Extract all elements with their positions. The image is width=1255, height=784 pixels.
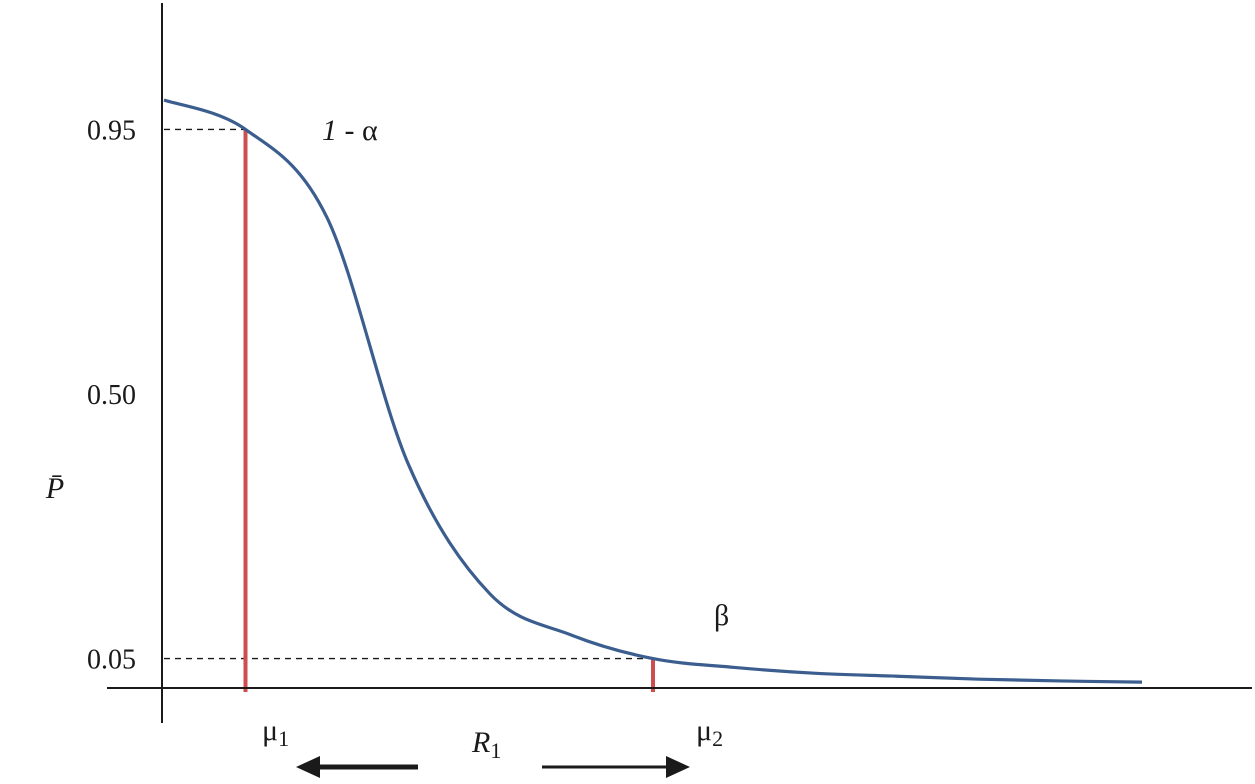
point-label-1-rest: - α <box>337 114 378 147</box>
x-marker-label-2: μ2 <box>696 714 723 751</box>
x-marker-label-1-main: μ <box>262 714 278 747</box>
y-axis-label: P̄ <box>45 472 64 505</box>
guide-lines <box>164 128 653 660</box>
curve-line <box>163 98 1143 684</box>
range-label-sub: 1 <box>490 738 501 763</box>
x-marker-label-1-sub: 1 <box>278 726 289 751</box>
x-marker-label-2-main: μ <box>696 714 712 747</box>
arrow-right <box>542 756 690 778</box>
y-tick-labels: 0.95 0.50 0.05 <box>87 115 136 675</box>
y-tick-label: 0.95 <box>87 115 136 146</box>
point-label-2: β <box>714 599 729 632</box>
arrow-left-head <box>296 756 320 778</box>
x-marker-label-1: μ1 <box>262 714 289 751</box>
point-label-1: 1 - α <box>322 114 378 147</box>
point-label-1-main: 1 <box>322 114 337 147</box>
range-label-main: R <box>471 726 490 759</box>
point-label-2-main: β <box>714 599 729 632</box>
arrow-left <box>296 756 418 778</box>
arrow-right-head <box>666 756 690 778</box>
range-label: R1 <box>471 726 501 763</box>
y-tick-label: 0.05 <box>87 645 136 676</box>
y-axis-label-text: P̄ <box>45 472 64 505</box>
axes <box>107 3 1252 723</box>
x-marker-label-2-sub: 2 <box>712 726 723 751</box>
y-tick-label: 0.50 <box>87 380 136 411</box>
marker-lines <box>243 129 655 692</box>
